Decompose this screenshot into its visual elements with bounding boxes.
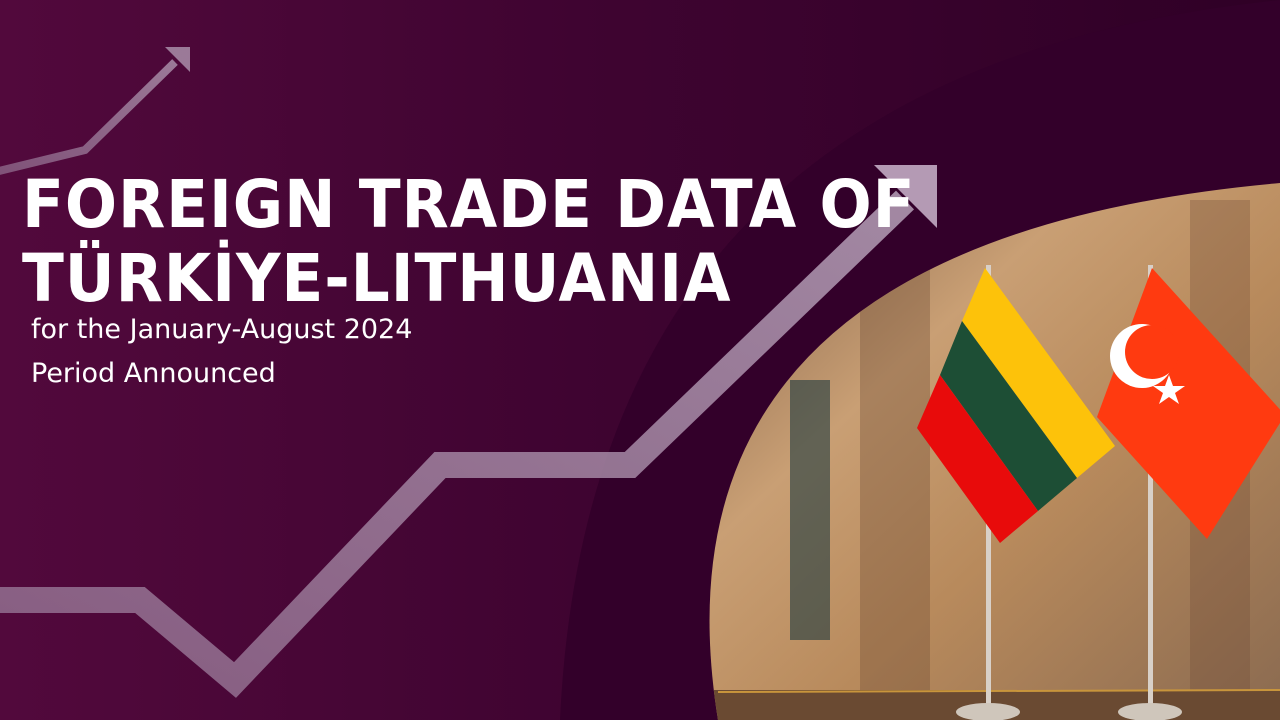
lithuania-flag [917,268,1115,543]
star-icon [1153,375,1185,404]
flags-photo [709,183,1280,720]
turkey-flag [1097,268,1280,539]
subtitle-line-1: for the January-August 2024 [31,314,413,345]
page-title: FOREIGN TRADE DATA OF TÜRKİYE-LITHUANIA [22,168,915,316]
title-line-1: FOREIGN TRADE DATA OF [22,166,916,243]
turkey-flag-pole [1148,265,1153,705]
subtitle-line-2: Period Announced [31,358,276,389]
small-trend-arrow-icon [0,47,190,175]
title-line-2: TÜRKİYE-LITHUANIA [22,240,732,317]
trend-arrow-icon [0,165,937,698]
